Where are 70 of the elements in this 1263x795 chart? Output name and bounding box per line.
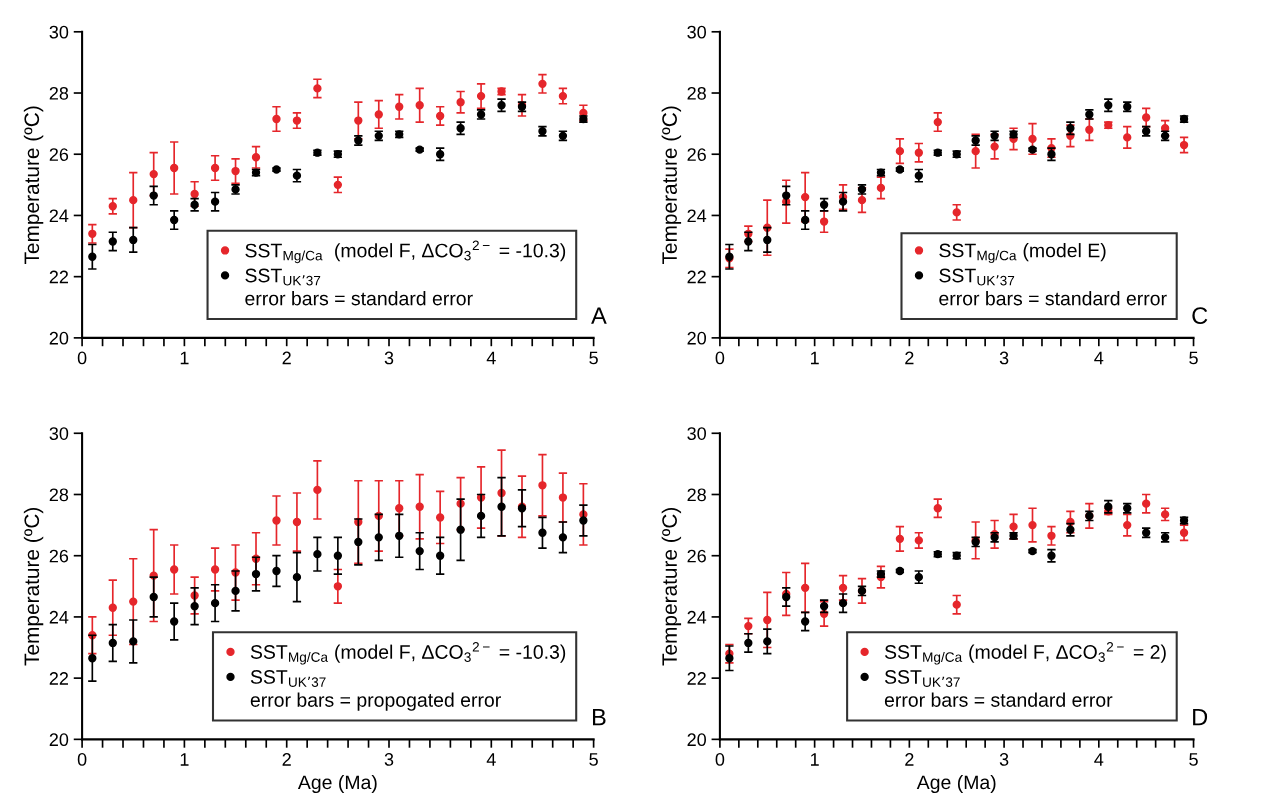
y-tick-label: 20 xyxy=(49,331,69,345)
y-axis-title: Temperature (ºC) xyxy=(23,507,44,666)
y-tick-label: 28 xyxy=(687,86,706,100)
legend-label: SST$_{Mg/Ca}$ (model F, ΔCO$_{3}$$^{2−}$ = -10.3) xyxy=(250,642,566,665)
y-tick-label: 26 xyxy=(687,549,706,563)
legend-label: SST$_{UK’37}$ xyxy=(245,268,321,286)
x-tick-label: 4 xyxy=(1094,753,1104,766)
x-tick-label: 4 xyxy=(1094,351,1104,365)
x-tick-label: 5 xyxy=(1189,351,1198,365)
y-tick-label: 20 xyxy=(687,331,707,345)
x-tick-label: 1 xyxy=(810,753,819,766)
legend-label: SST$_{UK’37}$ xyxy=(884,670,960,687)
legend-label: SST$_{Mg/Ca}$ (model F, ΔCO$_{3}$$^{2−}$ = -10.3) xyxy=(245,240,566,264)
x-tick-label: 4 xyxy=(486,351,496,365)
annotation: error bars = standard error xyxy=(245,291,473,306)
x-tick-label: 3 xyxy=(384,351,394,365)
y-tick-label: 22 xyxy=(687,270,706,284)
annotation: error bars = propogated error xyxy=(250,692,501,711)
x-tick-label: 3 xyxy=(999,351,1009,365)
y-tick-label: 30 xyxy=(687,427,707,440)
x-tick-label: 5 xyxy=(1189,753,1198,766)
y-tick-label: 28 xyxy=(49,86,69,100)
x-tick-label: 3 xyxy=(384,753,394,766)
x-tick-label: 5 xyxy=(589,753,598,766)
y-tick-label: 26 xyxy=(49,148,69,161)
x-tick-label: 5 xyxy=(589,351,598,365)
y-tick-label: 20 xyxy=(49,733,69,747)
y-tick-label: 24 xyxy=(687,610,707,624)
y-tick-label: 22 xyxy=(49,270,68,284)
annotation: error bars = standard error xyxy=(939,291,1167,306)
x-tick-label: 2 xyxy=(905,753,914,766)
legend-label: SST$_{Mg/Ca}$ (model F, ΔCO$_{3}$$^{2−}$ = 2) xyxy=(884,642,1166,665)
y-tick-label: 22 xyxy=(49,672,68,685)
annotation: C xyxy=(1192,307,1208,325)
y-tick-label: 28 xyxy=(687,488,706,502)
x-tick-label: 2 xyxy=(282,351,291,365)
y-tick-label: 30 xyxy=(49,25,69,39)
y-tick-label: 28 xyxy=(49,488,69,502)
y-tick-label: 22 xyxy=(687,672,706,685)
y-tick-label: 26 xyxy=(49,549,69,563)
x-tick-label: 2 xyxy=(905,351,914,365)
x-tick-label: 0 xyxy=(715,351,725,365)
y-tick-label: 24 xyxy=(49,209,69,222)
x-tick-label: 0 xyxy=(715,753,725,766)
y-axis-title: Temperature (ºC) xyxy=(661,106,682,264)
y-axis-title: Temperature (ºC) xyxy=(23,106,44,264)
y-tick-label: 24 xyxy=(49,610,69,624)
legend-label: SST$_{UK’37}$ xyxy=(250,670,326,687)
annotation: A xyxy=(591,307,607,324)
y-axis-title: Temperature (ºC) xyxy=(661,507,682,666)
annotation: error bars = standard error xyxy=(884,692,1113,707)
x-tick-label: 4 xyxy=(486,753,496,766)
x-tick-label: 1 xyxy=(180,351,189,365)
y-tick-label: 24 xyxy=(687,209,707,222)
x-tick-label: 2 xyxy=(282,753,291,766)
x-axis-title: Age (Ma) xyxy=(916,774,996,794)
annotation: D xyxy=(1193,709,1208,726)
y-tick-label: 30 xyxy=(687,25,707,39)
y-tick-label: 30 xyxy=(49,427,69,440)
x-tick-label: 1 xyxy=(810,351,819,365)
x-tick-label: 0 xyxy=(77,753,87,766)
y-tick-label: 20 xyxy=(687,733,707,747)
x-tick-label: 0 xyxy=(77,351,87,365)
legend-label: SST$_{Mg/Ca}$ (model E) xyxy=(939,243,1106,264)
x-axis-title: Age (Ma) xyxy=(297,774,377,794)
legend-label: SST$_{UK’37}$ xyxy=(939,268,1015,286)
y-tick-label: 26 xyxy=(687,148,706,161)
annotation: B xyxy=(592,709,606,726)
x-tick-label: 1 xyxy=(180,753,189,766)
x-tick-label: 3 xyxy=(999,753,1009,766)
